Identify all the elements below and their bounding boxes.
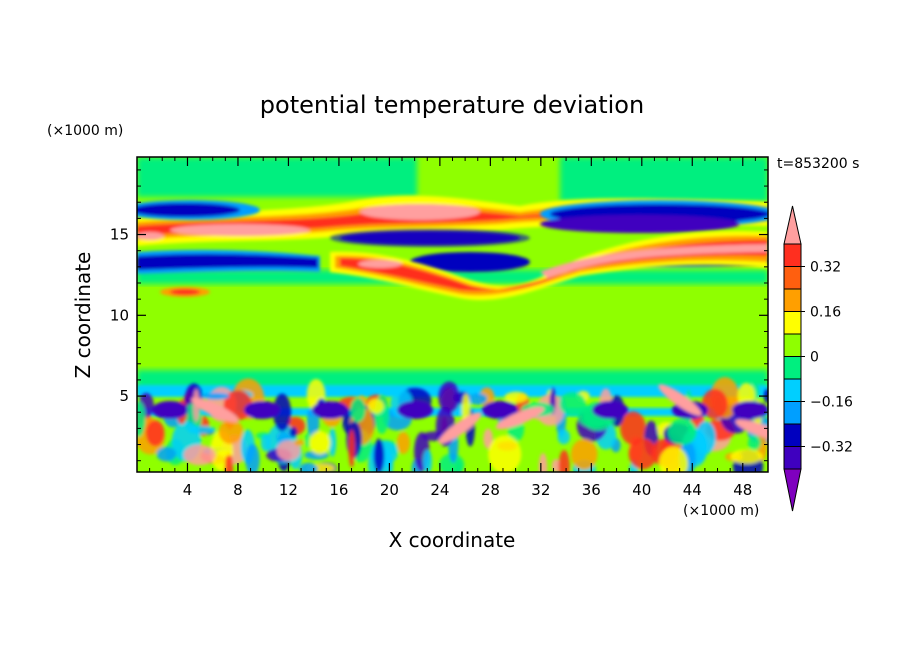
y-axis-label: Z coordinate [71,252,95,379]
bl-cell [245,443,260,472]
bl-cell [137,401,146,438]
colorbar-box [783,423,802,447]
x-tick-label: 40 [632,481,651,499]
colorbar: 0.32 0.16 0 −0.16 −0.32 [783,205,853,512]
warm-streak [658,384,702,416]
bl-cell [423,449,433,472]
x-tick-label: 48 [733,481,752,499]
bl-cell [730,449,763,464]
bl-cell [367,398,384,414]
cold-dome [732,401,768,419]
y-tick-label: 15 [110,226,129,244]
colorbar-box [783,266,802,290]
cold-dome [592,401,628,419]
bl-cell [156,446,177,462]
y-tick-label: 5 [119,387,129,405]
bl-cell [438,381,461,413]
bl-cell [747,435,761,451]
colorbar-box [783,401,802,425]
cold-dome [312,401,348,419]
colorbar-box [783,288,802,312]
x-axis-label: X coordinate [389,528,516,552]
colorbar-box [783,333,802,357]
colorbar-min-triangle [783,468,802,512]
x-tick-label: 36 [582,481,601,499]
cold-dome [397,401,433,419]
bl-cell [488,435,522,472]
bl-cell [570,439,598,470]
bl-cell [396,431,410,454]
bl-cell [146,420,165,447]
x-tick-label: 32 [531,481,550,499]
bl-cell [468,393,488,405]
bl-cell [183,444,216,466]
chart-title: potential temperature deviation [260,91,644,119]
warm-streak [191,397,239,423]
bl-cell [224,452,234,472]
bl-cell [260,434,271,452]
bl-cell [309,430,331,455]
bl-cell [628,438,657,470]
bl-cell [455,459,462,472]
y-unit-label: (×1000 m) [47,123,123,139]
bl-cell [218,419,244,445]
bl-cell [328,428,337,457]
cold-dome [244,401,280,419]
bl-cell [557,429,571,445]
x-tick-label: 8 [233,481,243,499]
cold-dome [482,401,518,419]
bl-cell [348,429,355,468]
bl-cell [299,462,318,472]
bl-cell [659,446,688,472]
x-axis-ticks: 4 8 12 16 20 24 28 32 36 40 44 48 [149,157,756,499]
colorbar-label: −0.32 [810,440,853,456]
bl-cell [701,388,728,420]
time-label: t=853200 s [777,156,859,172]
colorbar-label: 0 [810,350,819,366]
bl-cell [217,449,234,457]
x-tick-label: 20 [380,481,399,499]
colorbar-box [783,311,802,335]
x-tick-label: 28 [481,481,500,499]
colorbar-box [783,446,802,470]
colorbar-box [783,243,802,267]
y-axis-ticks: 5 10 15 [110,169,768,462]
colorbar-label: 0.16 [810,305,841,321]
y-tick-label: 10 [110,306,129,324]
cold-dome [152,401,188,419]
x-unit-label: (×1000 m) [683,503,759,519]
bl-cell [558,449,570,472]
x-tick-label: 24 [430,481,449,499]
x-tick-label: 16 [329,481,348,499]
colorbar-box [783,378,802,402]
contour-field [137,157,768,472]
warm-streak [735,419,768,441]
bl-cell [504,391,528,403]
bl-cell [293,439,304,447]
colorbar-max-triangle [783,205,802,245]
x-tick-label: 44 [683,481,702,499]
warm-streak [495,406,545,430]
x-tick-label: 4 [183,481,193,499]
colorbar-box [783,356,802,380]
bl-cell [273,393,292,432]
bl-cell [620,411,646,445]
bl-cell [538,453,548,472]
bl-cell [289,426,298,438]
colorbar-label: −0.16 [810,395,853,411]
bl-cell [559,392,587,416]
bl-cell [483,428,493,449]
bl-cell [201,392,230,400]
bl-cell [667,418,697,446]
bl-cell [350,397,366,423]
bl-cell [373,438,385,472]
warm-streak [438,412,482,444]
x-tick-label: 12 [279,481,298,499]
colorbar-label: 0.32 [810,260,841,276]
bl-cell [276,440,301,461]
